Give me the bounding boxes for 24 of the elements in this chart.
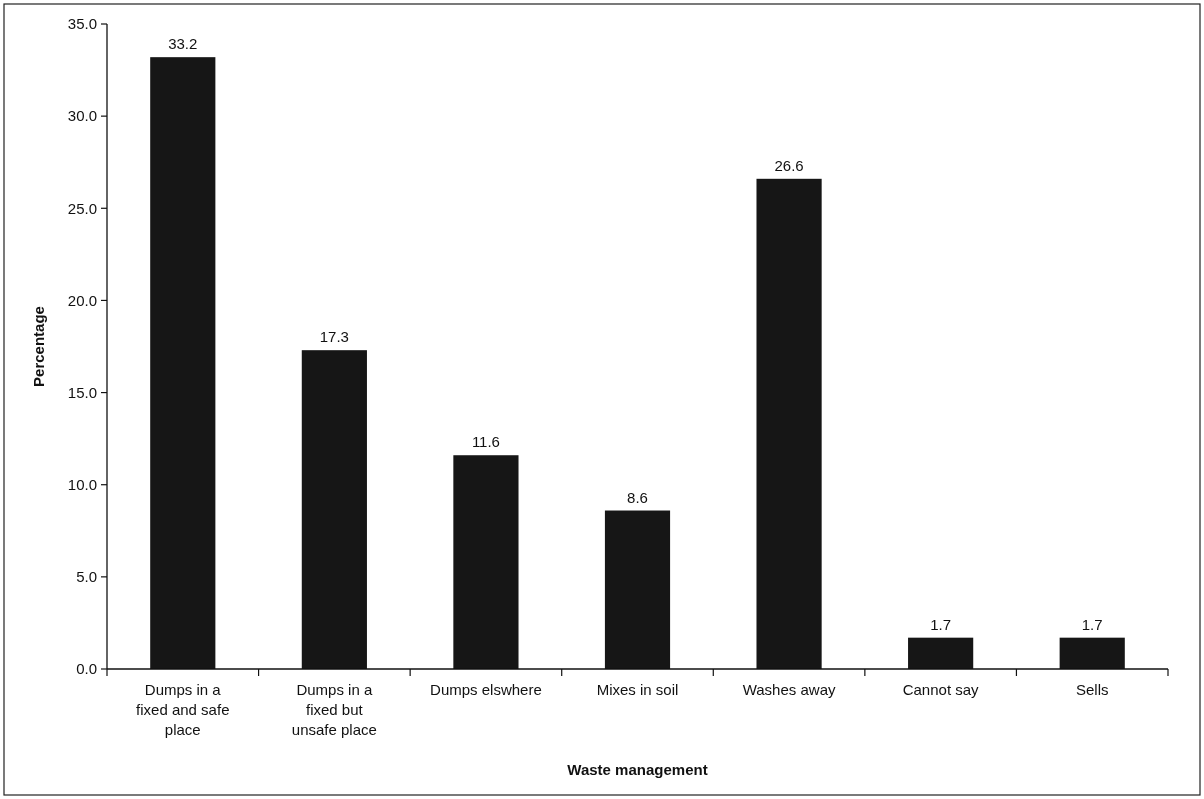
x-tick-label: Washes away [742,681,836,698]
y-tick-label: 15.0 [67,383,97,401]
y-axis-title: Percentage [30,306,47,387]
x-tick-label: Cannot say [902,681,980,698]
y-tick-label: 35.0 [67,15,97,33]
y-tick-label: 10.0 [67,475,97,493]
y-tick-label: 5.0 [76,568,97,586]
data-label: 1.7 [930,615,952,633]
x-axis-title: Waste management [567,761,708,778]
x-tick-label: Dumps in a fixed and safe place [136,681,230,738]
y-tick-label: 0.0 [76,660,97,678]
x-tick-label: Dumps in a fixed but unsafe place [291,681,377,738]
data-label: 8.6 [627,488,648,506]
data-label: 33.2 [168,35,198,53]
data-label: 26.6 [774,156,804,174]
data-label: 1.7 [1081,615,1103,633]
x-tick-label: Dumps elswhere [430,681,542,698]
y-tick-label: 30.0 [67,107,97,125]
data-label: 11.6 [471,433,500,451]
y-tick-label: 25.0 [67,199,97,217]
x-tick-label: Sells [1075,681,1109,698]
data-label: 17.3 [319,328,349,346]
y-tick-label: 20.0 [67,291,97,309]
x-tick-label: Mixes in soil [596,681,679,698]
